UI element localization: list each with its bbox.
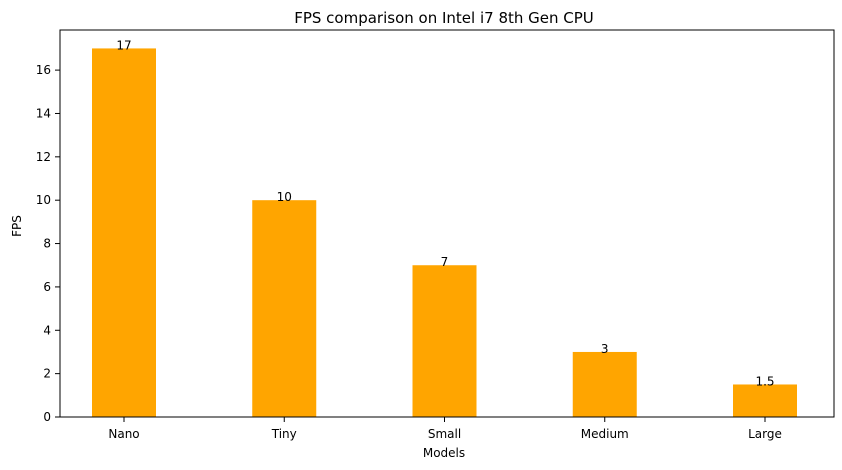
bar-nano (92, 48, 156, 418)
data-label-small: 7 (441, 255, 449, 269)
x-tick-label-small: Small (428, 427, 461, 441)
x-axis: Nano Tiny Small Medium Large (108, 417, 782, 441)
x-tick-label-large: Large (748, 427, 782, 441)
y-axis: 0 2 4 6 8 10 12 14 16 (36, 63, 60, 424)
y-tick-label: 8 (43, 237, 51, 251)
data-label-nano: 17 (116, 38, 131, 52)
data-label-large: 1.5 (755, 374, 774, 388)
y-tick-label: 12 (36, 150, 51, 164)
x-axis-label: Models (423, 446, 465, 460)
data-label-medium: 3 (601, 342, 609, 356)
bars-group (92, 48, 797, 418)
y-tick-label: 6 (43, 280, 51, 294)
data-label-tiny: 10 (277, 190, 292, 204)
x-tick-label-medium: Medium (581, 427, 629, 441)
y-axis-label: FPS (10, 215, 24, 237)
y-tick-label: 2 (43, 367, 51, 381)
x-tick-label-nano: Nano (108, 427, 139, 441)
bar-medium (572, 351, 637, 417)
x-tick-label-tiny: Tiny (271, 427, 297, 441)
y-tick-label: 10 (36, 193, 51, 207)
y-tick-label: 14 (36, 106, 51, 120)
bar-tiny (252, 200, 317, 417)
data-labels-group: 17 10 7 3 1.5 (116, 38, 774, 388)
plot-frame (59, 29, 835, 418)
y-tick-label: 16 (36, 63, 51, 77)
y-tick-label: 0 (43, 410, 51, 424)
chart-title: FPS comparison on Intel i7 8th Gen CPU (294, 9, 594, 27)
bar-small (412, 265, 477, 417)
bar-large (733, 384, 797, 417)
y-tick-label: 4 (43, 323, 51, 337)
